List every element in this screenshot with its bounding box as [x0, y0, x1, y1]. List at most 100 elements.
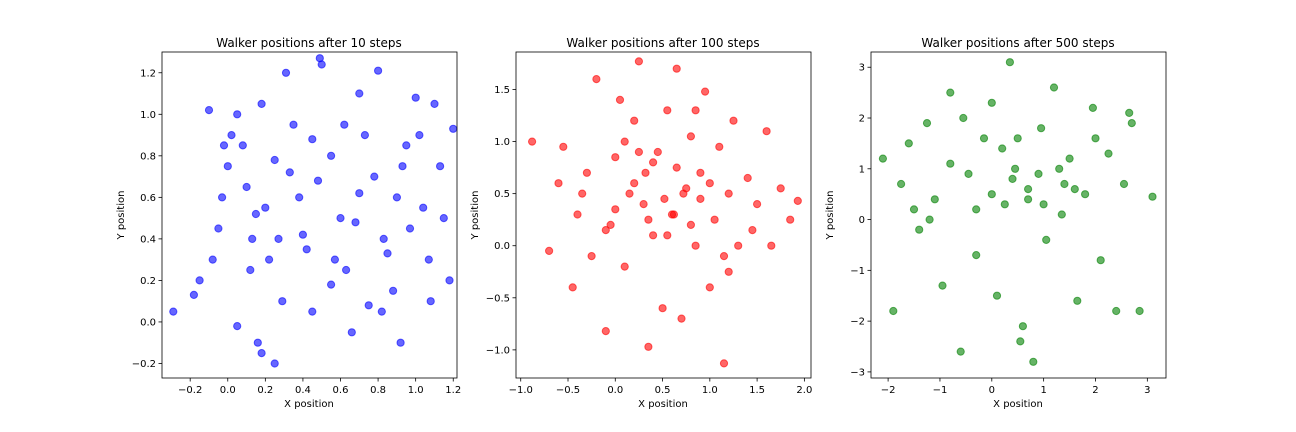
- data-point: [729, 116, 738, 125]
- y-tick-label: −1: [850, 266, 865, 277]
- x-tick-label: 1.2: [445, 385, 461, 396]
- data-point: [545, 246, 554, 255]
- data-point: [405, 224, 415, 233]
- y-tick-label: 1.0: [140, 110, 156, 121]
- data-point: [248, 234, 257, 243]
- data-point: [253, 338, 262, 347]
- data-point: [620, 137, 629, 146]
- data-point: [653, 147, 662, 157]
- data-point: [308, 135, 317, 144]
- data-point: [1135, 306, 1144, 316]
- data-point: [265, 255, 274, 264]
- y-axis-label: Y position: [470, 191, 481, 241]
- chart-title: Walker positions after 10 steps: [216, 36, 402, 50]
- y-tick-label: 2: [859, 114, 865, 125]
- data-point: [298, 230, 307, 239]
- data-point: [634, 147, 644, 157]
- data-point: [396, 338, 405, 347]
- data-point: [922, 119, 932, 128]
- data-point: [1112, 306, 1121, 316]
- data-point: [1148, 192, 1157, 201]
- data-point: [672, 64, 681, 73]
- data-point: [630, 116, 639, 125]
- data-point: [208, 255, 217, 264]
- data-point: [582, 168, 592, 177]
- data-point: [701, 87, 710, 96]
- data-point: [364, 301, 373, 310]
- data-point: [1005, 58, 1015, 67]
- data-point: [302, 245, 311, 254]
- data-point: [1119, 179, 1129, 189]
- data-point: [909, 205, 919, 214]
- data-point: [677, 314, 686, 323]
- data-point: [528, 137, 537, 146]
- data-point: [1091, 134, 1100, 143]
- data-point: [233, 322, 242, 331]
- data-point: [1042, 235, 1051, 244]
- subplot-1: Walker positions after 10 steps −0.2 0.0 0…: [116, 36, 461, 410]
- data-point: [660, 194, 669, 203]
- data-point: [281, 68, 291, 77]
- data-point: [1013, 134, 1022, 143]
- y-tick-label: 0.2: [140, 276, 156, 287]
- y-tick-label: 0.4: [140, 234, 156, 245]
- data-point: [1024, 185, 1033, 194]
- data-point: [897, 179, 906, 189]
- data-point: [204, 106, 214, 115]
- x-tick-label: 0.6: [333, 385, 349, 396]
- data-point: [930, 195, 939, 204]
- data-point: [972, 251, 981, 260]
- data-point: [672, 163, 681, 172]
- data-point: [696, 168, 705, 177]
- data-point: [246, 265, 255, 275]
- data-point: [1060, 179, 1069, 189]
- data-point: [762, 127, 771, 136]
- data-point: [1008, 174, 1017, 183]
- x-tick-label: 1.0: [408, 385, 424, 396]
- x-ticks: −2 −1 0 1 2 3: [881, 378, 1151, 396]
- y-tick-label: −1.0: [486, 345, 510, 356]
- data-point: [430, 99, 439, 109]
- data-point: [641, 168, 650, 177]
- data-point: [330, 255, 339, 264]
- data-point: [370, 172, 379, 181]
- y-ticks: −0.2 0.0 0.2 0.4 0.6 0.8 1.0 1.2: [132, 68, 162, 370]
- data-point: [327, 280, 336, 289]
- data-point: [946, 88, 955, 97]
- plot-frame: [161, 51, 458, 379]
- data-point: [615, 95, 625, 105]
- data-point: [398, 162, 407, 171]
- data-point: [285, 168, 294, 177]
- data-point: [424, 255, 433, 264]
- data-point: [1125, 108, 1134, 118]
- x-tick-label: 0: [989, 385, 995, 396]
- data-point: [972, 205, 981, 214]
- data-point: [573, 210, 582, 219]
- data-point: [998, 144, 1007, 153]
- data-point: [620, 262, 629, 271]
- y-tick-label: 0.0: [140, 317, 156, 328]
- x-tick-label: 0.0: [607, 385, 623, 396]
- data-point: [938, 281, 947, 290]
- data-point: [987, 190, 996, 199]
- data-point: [748, 226, 757, 235]
- data-point: [439, 214, 448, 223]
- data-point: [734, 241, 743, 250]
- data-point: [630, 179, 639, 188]
- data-point: [1037, 124, 1046, 133]
- x-tick-label: 1.0: [702, 385, 718, 396]
- data-point: [392, 193, 401, 202]
- data-point: [214, 224, 223, 233]
- data-point: [342, 265, 351, 275]
- y-tick-label: 0.6: [140, 193, 156, 204]
- data-point: [979, 134, 989, 143]
- data-point: [964, 169, 973, 178]
- x-tick-label: −2: [881, 385, 896, 396]
- data-point: [308, 307, 317, 316]
- data-point: [1096, 256, 1105, 265]
- y-tick-label: −0.5: [486, 293, 510, 304]
- data-point: [270, 359, 279, 368]
- data-point: [554, 179, 563, 188]
- data-point: [189, 290, 198, 299]
